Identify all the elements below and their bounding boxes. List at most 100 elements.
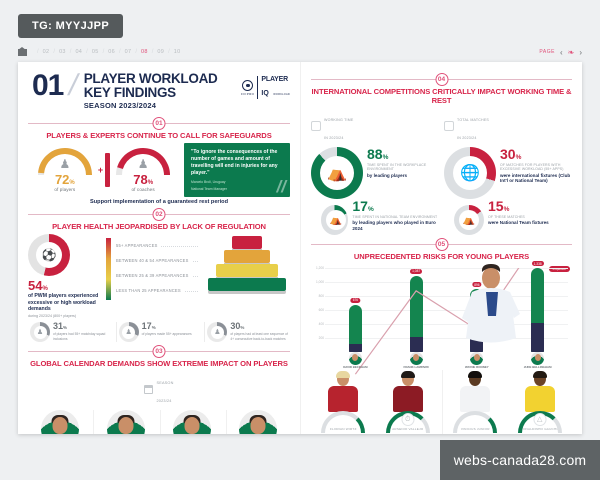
chart-ytick: 600: [318, 308, 324, 312]
team-icon: ⛺: [329, 214, 343, 226]
player-figure: [523, 371, 557, 412]
chart-bar-group[interactable]: 676: [348, 268, 362, 352]
page-link-10[interactable]: 10: [173, 49, 181, 55]
section-divider-02: 02: [28, 208, 290, 222]
chart-category[interactable]: DAVID BECKHAM: [340, 351, 370, 369]
comparison-card[interactable]: VINICIUS JUNIOR 369 Apps by age 24: [443, 370, 508, 434]
page-link-07[interactable]: 07: [124, 49, 132, 55]
player-iq-iq: IQ: [261, 90, 269, 97]
player-card-lopez[interactable]: ALEXANDER LÓPEZ 19 Consecutive back- to-…: [159, 410, 224, 434]
chart-bar-group[interactable]: 1,338: [531, 261, 545, 352]
fifpro-logo: FIFPRO: [241, 79, 254, 96]
avatar-face: [118, 417, 134, 434]
home-icon[interactable]: [18, 47, 28, 57]
gauge-players-label: of players: [54, 187, 76, 193]
chart-ytick: 1,200: [316, 266, 324, 270]
page-separator: /: [118, 49, 121, 55]
avatar-face: [184, 417, 200, 434]
calendar-icon: [144, 384, 154, 394]
national-fixtures-small: ⛺ 15% OF THESE MATCHES were National Tea…: [444, 199, 572, 235]
chart-category[interactable]: JUDE BELLINGHAM: [523, 351, 553, 369]
globe-icon: 🌐: [460, 165, 480, 182]
avatar-face: [473, 354, 480, 362]
chart-category-label: FRANK LAMPARD: [403, 364, 429, 369]
training-icon: ⛺: [327, 165, 347, 182]
mini-stat-3-unit: %: [240, 325, 245, 331]
mini-stats-row: ♟ 31% of players had 55+ matchday squad …: [28, 321, 290, 343]
prev-page-icon[interactable]: ‹: [559, 47, 563, 57]
apps-comparison-group: VINICIUS JUNIOR 369 Apps by age 24 △: [442, 370, 572, 434]
player-card-alvarez[interactable]: JULIÁN ÁLVAREZ 75 Match appearances 83: [28, 410, 91, 434]
appearance-tiers: 55+ APPEARANCES BETWEEN 40 & 54 APPEARAN…: [104, 234, 200, 318]
comparison-card[interactable]: △ RONALDINHO GAUCHO 163 Apps by age 24: [508, 370, 573, 434]
clock-icon: [311, 121, 321, 131]
chart-bar-group[interactable]: 1,087: [409, 268, 423, 352]
arc-right: △: [508, 411, 573, 433]
page-separator: /: [102, 49, 105, 55]
arc-shape: [453, 411, 498, 433]
page-link-06[interactable]: 06: [108, 49, 115, 55]
section-title-04: INTERNATIONAL COMPETITIONS CRITICALLY IM…: [311, 87, 572, 105]
page-title-line1: PLAYER WORKLOAD: [83, 71, 218, 86]
working-time-big: ⛺ 88% TIME SPENT IN THE WORKPLACE ENVIRO…: [311, 147, 439, 199]
avatar: [470, 351, 484, 365]
comparison-card[interactable]: ⏱ ARSENIO VALLEJO 4,175 Minutes played b…: [376, 370, 441, 434]
headline-text: PLAYER WORKLOAD KEY FINDINGS SEASON 2023…: [84, 72, 218, 110]
coach-icon: ♟: [137, 157, 149, 172]
page-headline: 01 / PLAYER WORKLOAD KEY FINDINGS SEASON…: [28, 69, 290, 114]
chart-category-label: JUDE BELLINGHAM: [523, 364, 552, 369]
page-nav-controls[interactable]: PAGE ‹ ❧ ›: [539, 48, 582, 57]
next-page-icon[interactable]: ›: [579, 47, 582, 57]
player-figure: [391, 371, 425, 412]
chart-category[interactable]: FRANK LAMPARD: [401, 351, 431, 369]
national-time-caption: TIME SPENT IN NATIONAL TEAM ENVIRONMENT: [352, 214, 438, 219]
player-card-romero[interactable]: CRISTIAN ROMERO 162,978KM Travelled inte…: [225, 410, 290, 434]
page-separator: /: [37, 49, 39, 55]
young-players-chart[interactable]: Projection 1,200 1,000 800 600 400 200 676 1,0…: [311, 261, 572, 369]
page-link-02[interactable]: 02: [42, 49, 50, 55]
international-impact-block: WORKING TIME IN 2023/24 ⛺ 88% TIME SPENT…: [311, 108, 572, 235]
avatar: [239, 410, 278, 434]
avatar-face: [52, 417, 68, 434]
mini-donut-2: ♟: [118, 322, 139, 343]
gauge-players-value: 72%: [34, 172, 96, 187]
player-hair: [400, 371, 415, 378]
player-card-minamino[interactable]: TAKUMI MINAMINO 01REST Recovery post AFC…: [93, 410, 157, 434]
page-link-09[interactable]: 09: [157, 49, 165, 55]
total-matches-line1: TOTAL MATCHES: [457, 118, 490, 122]
pwm-sub: during 2023/24 (800+ players): [28, 313, 77, 318]
mini-stat-1-text: of players had 55+ matchday squad inclus…: [53, 332, 106, 341]
page-link-04[interactable]: 04: [75, 49, 83, 55]
gauge-players-number: 72: [54, 172, 70, 188]
mini-stat-2-number: 17: [141, 321, 152, 332]
page-link-05[interactable]: 05: [91, 49, 99, 55]
chart-category[interactable]: WAYNE ROONEY: [462, 351, 492, 369]
chart-ytick: 200: [318, 336, 324, 340]
player-icon: ♟: [36, 329, 44, 337]
player-hair: [468, 371, 483, 378]
national-time-value: 17%: [352, 199, 439, 214]
tier-label-4: LESS THAN 25 APPEARANCES: [116, 288, 184, 294]
chart-bar-value-label: 676: [350, 297, 361, 303]
chart-bar-segment: [531, 323, 545, 352]
safeguards-footer: Support implementation of a guaranteed r…: [90, 199, 228, 206]
chart-bar-segment: [409, 336, 423, 352]
document-spread[interactable]: 01 / PLAYER WORKLOAD KEY FINDINGS SEASON…: [18, 62, 582, 434]
season-tag: SEASON 2023/24: [28, 371, 290, 407]
section-bubble-01: 01: [152, 117, 166, 130]
flag-icon: ⛺: [462, 214, 476, 226]
current-page-icon[interactable]: ❧: [567, 47, 575, 57]
pyramid-layer-top: [232, 236, 262, 253]
intl-fixtures-value: 30%: [500, 147, 572, 162]
page-number-list[interactable]: / 02 / 03 / 04 / 05 / 06 / 07 / 08 / 09 …: [18, 47, 181, 57]
tier-label-1: 55+ APPEARANCES: [116, 243, 161, 249]
tier-gradient-bar: [106, 238, 111, 301]
avatar: [409, 351, 423, 365]
tier-row-3: BETWEEN 25 & 39 APPEARANCES: [104, 268, 200, 283]
mini-stat-1-unit: %: [63, 325, 68, 331]
working-time-number: 88: [367, 146, 383, 162]
comparison-card[interactable]: FLORIAN WIRTZ 11,501 Minutes played by a…: [311, 370, 376, 434]
page-link-03[interactable]: 03: [59, 49, 66, 55]
player-iq-logo: PLAYER IQ WORKLOAD: [257, 76, 290, 99]
page-link-08-active[interactable]: 08: [141, 49, 148, 55]
